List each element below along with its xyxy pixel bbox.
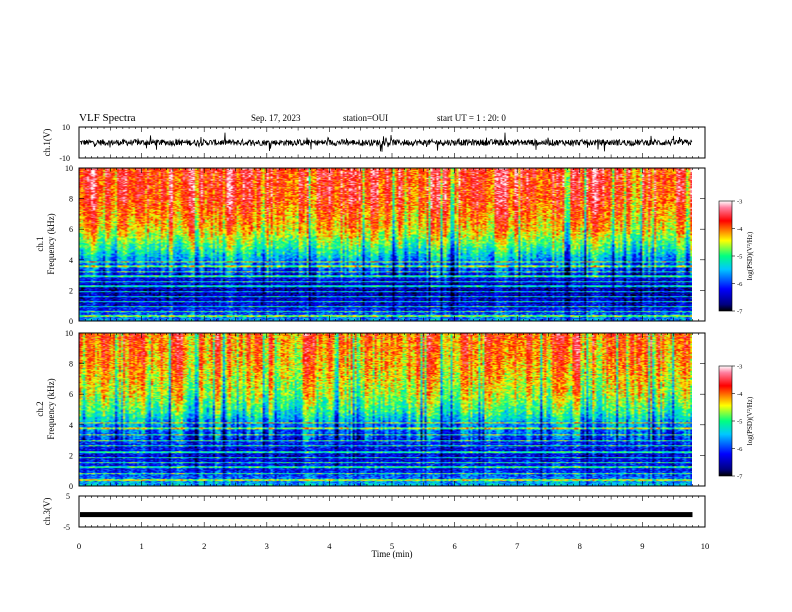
spectrogram-image-ch2 [79,333,692,486]
ytick-label: 4 [69,256,73,265]
spectrogram-image-ch1 [79,168,692,321]
colorbar-ch1 [718,200,733,312]
x-tick-label: 5 [390,541,394,551]
x-tick-label: 10 [701,541,710,551]
x-tick-label: 6 [452,541,456,551]
ytick-label: 2 [69,286,73,295]
start-ut-label: start UT = 1 : 20: 0 [437,113,506,123]
x-tick-label: 2 [202,541,206,551]
colorbar-tick-label: -4 [737,391,743,398]
y-axis-label-spec1-a: ch.1 [35,236,45,251]
colorbar-tick-label: -6 [737,446,743,453]
panel-frame [78,495,706,528]
ytick-label-ch1-bottom: -10 [59,154,70,163]
colorbar-tick-label: -5 [737,419,742,426]
ytick-labels-spec1: 0 2 4 6 8 10 [65,164,705,326]
colorbar-tick-label: -7 [737,474,743,481]
series-line-ch3 [80,512,693,518]
y-axis-label-spec2-a: ch.2 [35,401,45,416]
tick-marks-ch1 [78,127,706,158]
station-label: station=OUI [343,113,389,123]
ytick-labels-spec2: 0 2 4 6 8 10 [65,329,705,491]
ytick-label: 10 [65,329,73,338]
colorbar-tick-label: -7 [737,309,743,316]
colorbar-label-ch1: log(PSD)(V²/Hz) [746,231,754,280]
ytick-label-ch3-bottom: -5 [63,523,70,532]
ytick-label: 10 [65,164,73,173]
ytick-label: 0 [69,482,73,491]
colorbar-tick-label: -3 [737,364,742,371]
colorbar-tick-label: -4 [737,226,743,233]
colorbar-ch2 [718,365,733,477]
ytick-label: 4 [69,421,73,430]
series-line-ch1 [79,132,693,152]
ytick-label: 2 [69,451,73,460]
colorbar-ticks-ch1: -3 -4 -5 -6 -7 [732,199,743,316]
chart-title: VLF Spectra [79,112,136,124]
x-tick-label: 8 [578,541,582,551]
tick-marks-spec2 [78,333,706,486]
panel-waveform-ch3: 5 -5 ch.3(V) 0 1 2 3 4 5 6 7 8 9 10 Time (min) [42,492,709,559]
x-axis-label: Time (min) [372,549,413,559]
ytick-label: 8 [69,195,73,204]
ytick-label-ch3-top: 5 [66,492,70,501]
date-label: Sep. 17, 2023 [251,113,301,123]
y-axis-label-spec2-b: Frequency (kHz) [46,378,56,439]
colorbar-tick-label: -6 [737,281,743,288]
ytick-label: 8 [69,360,73,369]
ytick-label: 0 [69,317,73,326]
y-axis-label-ch3: ch.3(V) [42,498,52,526]
x-tick-label: 3 [265,541,269,551]
x-tick-label: 9 [640,541,644,551]
y-axis-label-spec1-b: Frequency (kHz) [46,213,56,274]
colorbar-tick-label: -3 [737,199,742,206]
x-tick-labels: 0 1 2 3 4 5 6 7 8 9 10 [77,541,709,551]
tick-marks-spec1 [78,168,706,321]
y-axis-label-ch1: ch.1(V) [42,129,52,157]
x-tick-label: 1 [139,541,143,551]
colorbar-label-ch2: log(PSD)(V²/Hz) [746,396,754,445]
tick-marks-ch3 [78,496,706,527]
ytick-label: 6 [69,390,73,399]
x-tick-label: 4 [327,541,332,551]
ytick-label-ch1-top: 10 [62,123,70,132]
x-tick-label: 7 [515,541,519,551]
ytick-label: 6 [69,225,73,234]
colorbar-tick-label: -5 [737,254,742,261]
colorbar-ticks-ch2: -3 -4 -5 -6 -7 [732,364,743,481]
x-tick-label: 0 [77,541,81,551]
panel-waveform-ch1: 10 -10 ch.1(V) [42,123,706,163]
